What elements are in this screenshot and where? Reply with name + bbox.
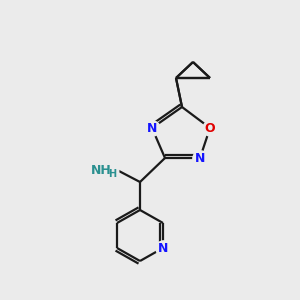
Text: O: O: [205, 122, 215, 134]
Text: N: N: [158, 242, 168, 254]
Text: N: N: [195, 152, 205, 164]
Text: N: N: [147, 122, 157, 134]
Text: H: H: [108, 169, 116, 179]
Text: NH: NH: [91, 164, 111, 176]
